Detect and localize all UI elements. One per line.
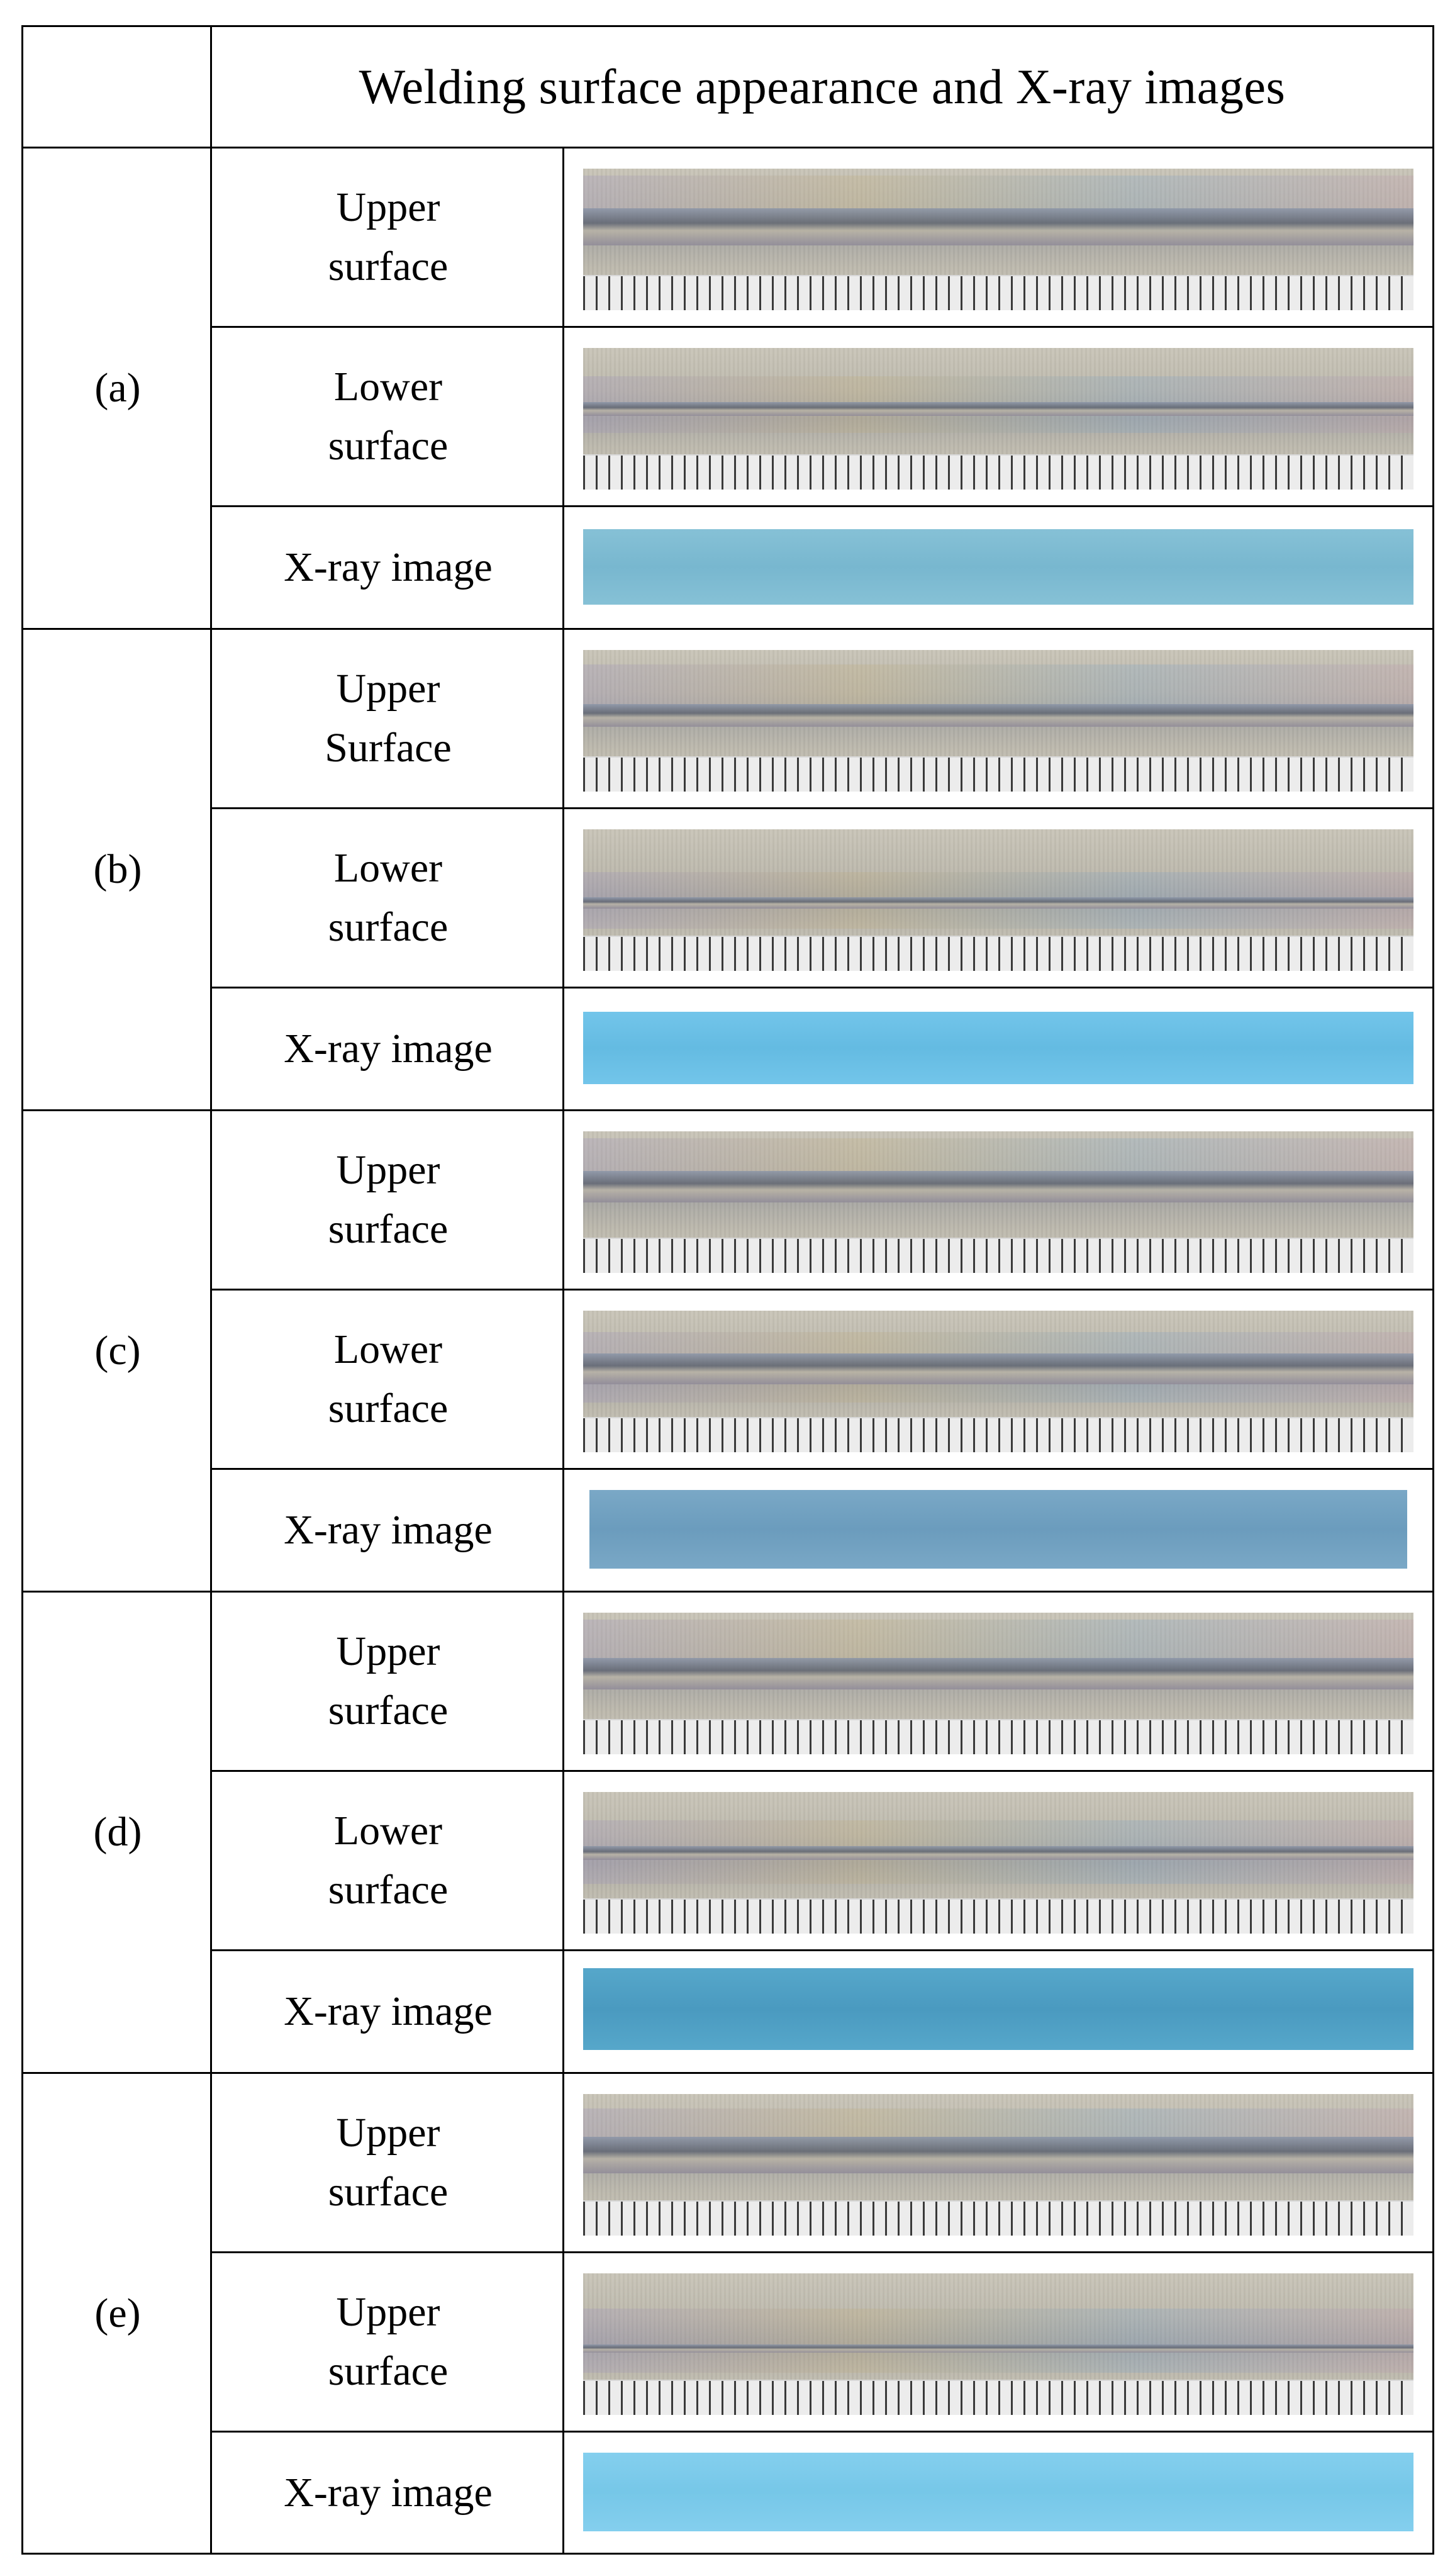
row-divider bbox=[212, 987, 1432, 988]
group-divider bbox=[23, 2072, 1432, 2074]
row-label-upper: Upper surface bbox=[328, 1147, 449, 1252]
welding-results-table: Welding surface appearance and X-ray ima… bbox=[21, 25, 1434, 2555]
row-label-xray: X-ray image bbox=[284, 2469, 493, 2516]
upper-surface-photo bbox=[583, 1131, 1413, 1273]
row-label-lower: Lower surface bbox=[328, 364, 449, 469]
row-label-upper-2: Upper surface bbox=[328, 2289, 449, 2394]
group-label-c: (c) bbox=[94, 1328, 141, 1374]
group-divider bbox=[23, 1109, 1432, 1111]
row-label-xray: X-ray image bbox=[284, 1988, 493, 2035]
header-divider bbox=[23, 147, 1432, 148]
upper-surface-photo bbox=[583, 1613, 1413, 1754]
row-divider bbox=[212, 2431, 1432, 2433]
xray-image bbox=[583, 529, 1413, 605]
upper-surface-photo bbox=[583, 2094, 1413, 2236]
column-divider-2 bbox=[562, 147, 564, 2553]
lower-surface-photo bbox=[583, 348, 1413, 490]
row-divider bbox=[212, 1468, 1432, 1470]
row-divider bbox=[212, 326, 1432, 328]
row-divider bbox=[212, 1770, 1432, 1772]
row-label-lower: Lower surface bbox=[328, 1326, 449, 1431]
row-label-xray: X-ray image bbox=[284, 1507, 493, 1554]
group-label-e: (e) bbox=[94, 2290, 141, 2336]
row-label-upper: Upper Surface bbox=[325, 666, 452, 771]
row-label-lower: Lower surface bbox=[328, 1808, 449, 1913]
xray-image bbox=[589, 1490, 1407, 1569]
row-divider bbox=[212, 1949, 1432, 1951]
xray-image bbox=[583, 1968, 1413, 2050]
group-label-d: (d) bbox=[93, 1809, 142, 1855]
row-label-xray: X-ray image bbox=[284, 544, 493, 591]
row-divider bbox=[212, 2251, 1432, 2253]
row-label-upper: Upper surface bbox=[328, 184, 449, 289]
lower-surface-photo bbox=[583, 829, 1413, 971]
row-label-xray: X-ray image bbox=[284, 1026, 493, 1072]
upper-surface-photo-2 bbox=[583, 2273, 1413, 2415]
row-label-upper: Upper surface bbox=[328, 1628, 449, 1733]
lower-surface-photo bbox=[583, 1311, 1413, 1452]
xray-image bbox=[583, 2453, 1413, 2531]
row-divider bbox=[212, 1289, 1432, 1291]
row-divider bbox=[212, 505, 1432, 507]
upper-surface-photo bbox=[583, 650, 1413, 792]
upper-surface-photo bbox=[583, 169, 1413, 310]
group-divider bbox=[23, 1591, 1432, 1593]
row-divider bbox=[212, 807, 1432, 809]
group-divider bbox=[23, 628, 1432, 630]
lower-surface-photo bbox=[583, 1792, 1413, 1934]
row-label-upper: Upper surface bbox=[328, 2110, 449, 2215]
column-divider-1 bbox=[210, 27, 212, 2553]
table-header: Welding surface appearance and X-ray ima… bbox=[359, 59, 1286, 114]
xray-image bbox=[583, 1012, 1413, 1084]
row-label-lower: Lower surface bbox=[328, 845, 449, 950]
group-label-a: (a) bbox=[94, 365, 141, 411]
group-label-b: (b) bbox=[93, 846, 142, 892]
